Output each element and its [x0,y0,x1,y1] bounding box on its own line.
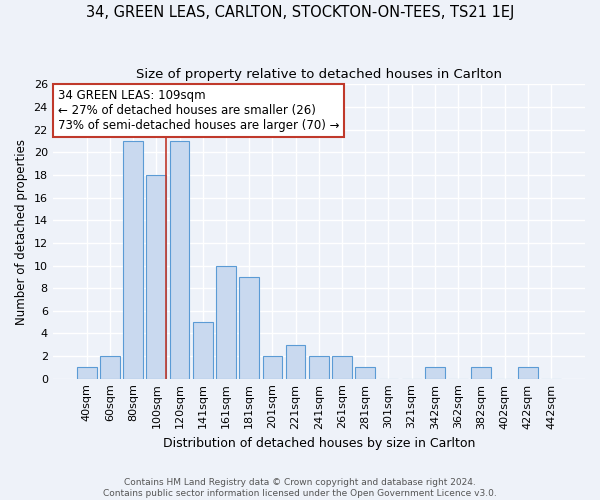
Bar [123,141,143,378]
Text: 34 GREEN LEAS: 109sqm
← 27% of detached houses are smaller (26)
73% of semi-deta: 34 GREEN LEAS: 109sqm ← 27% of detached … [58,89,340,132]
Bar [100,356,120,378]
Bar [193,322,212,378]
Bar [425,368,445,378]
Bar [355,368,375,378]
X-axis label: Distribution of detached houses by size in Carlton: Distribution of detached houses by size … [163,437,475,450]
Title: Size of property relative to detached houses in Carlton: Size of property relative to detached ho… [136,68,502,80]
Text: Contains HM Land Registry data © Crown copyright and database right 2024.
Contai: Contains HM Land Registry data © Crown c… [103,478,497,498]
Bar [146,175,166,378]
Bar [170,141,190,378]
Bar [239,277,259,378]
Y-axis label: Number of detached properties: Number of detached properties [15,138,28,324]
Bar [263,356,282,378]
Bar [472,368,491,378]
Bar [77,368,97,378]
Bar [309,356,329,378]
Bar [332,356,352,378]
Text: 34, GREEN LEAS, CARLTON, STOCKTON-ON-TEES, TS21 1EJ: 34, GREEN LEAS, CARLTON, STOCKTON-ON-TEE… [86,5,514,20]
Bar [518,368,538,378]
Bar [216,266,236,378]
Bar [286,344,305,378]
